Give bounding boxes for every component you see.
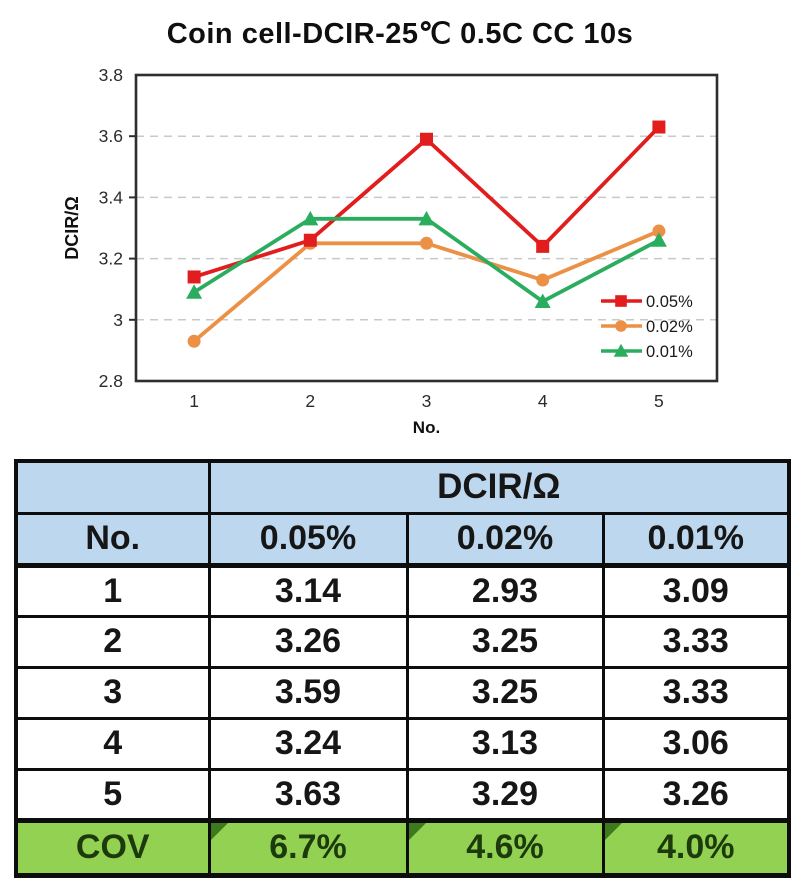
y-tick-label: 3 [113, 310, 123, 330]
data-point-0.02% [420, 236, 433, 250]
y-axis-label: DCIR/Ω [62, 196, 82, 259]
corner-triangle-icon [606, 825, 622, 840]
y-tick-label: 2.8 [99, 371, 123, 391]
row-label-cell: 2 [14, 614, 211, 669]
value-cell: 3.09 [601, 562, 791, 618]
y-tick-label: 3.8 [99, 65, 123, 85]
value-cell: 3.33 [601, 614, 791, 669]
value-cell: 3.25 [405, 665, 605, 720]
table-row: 3 3.59 3.25 3.33 [14, 665, 791, 720]
series-0.02% [187, 224, 666, 348]
table-row: 4 3.24 3.13 3.06 [14, 716, 791, 771]
x-axis-label: No. [413, 418, 440, 437]
column-header-001: 0.01% [601, 511, 791, 567]
x-tick-label: 3 [422, 391, 432, 411]
legend-label: 0.02% [646, 318, 693, 336]
x-tick-label: 5 [654, 391, 664, 411]
dcir-table: DCIR/Ω No. 0.05% 0.02% 0.01% 1 3.14 2.93 3.… [14, 459, 791, 878]
x-tick-label: 4 [538, 391, 548, 411]
cov-value-cell: 4.6% [405, 817, 605, 878]
column-header-no: No. [14, 511, 211, 567]
value-cell: 2.93 [405, 562, 605, 618]
series-0.01% [186, 210, 667, 308]
dcir-line-chart: 2.8 3 3.2 3.4 3.6 3.8 1 2 3 4 5 No. DCIR/Ω 0.05% 0.02%… [62, 65, 719, 437]
chart-title: Coin cell-DCIR-25℃ 0.5C CC 10s [166, 18, 634, 50]
x-tick-label: 2 [305, 391, 315, 411]
value-cell: 3.24 [207, 716, 409, 771]
cov-label-cell: COV [14, 817, 211, 878]
data-point-0.01% [302, 210, 319, 226]
value-cell: 3.26 [207, 614, 409, 669]
table-row: 2 3.26 3.25 3.33 [14, 614, 791, 669]
legend-label: 0.05% [646, 293, 693, 311]
data-point-0.02% [187, 334, 201, 348]
legend-label: 0.01% [646, 343, 693, 361]
data-point-0.02% [652, 224, 666, 238]
series-0.05% [187, 120, 666, 284]
data-point-0.05% [652, 120, 666, 134]
value-cell: 3.13 [405, 716, 605, 771]
value-cell: 3.29 [405, 767, 605, 822]
table-group-header: DCIR/Ω [207, 459, 791, 515]
value-cell: 3.33 [601, 665, 791, 720]
corner-triangle-icon [212, 825, 228, 840]
table-corner-cell [14, 459, 211, 515]
column-header-005: 0.05% [207, 511, 409, 567]
cov-value: 6.7% [269, 828, 347, 866]
table-group-header-row: DCIR/Ω [14, 459, 791, 515]
data-point-0.01% [650, 232, 667, 247]
row-label-cell: 1 [14, 562, 211, 618]
column-header-002: 0.02% [405, 511, 605, 567]
y-tick-label: 3.6 [99, 126, 123, 146]
corner-triangle-icon [410, 825, 426, 840]
data-point-0.05% [536, 239, 550, 253]
value-cell: 3.06 [601, 716, 791, 771]
data-point-0.05% [420, 132, 433, 146]
y-tick-label: 3.4 [99, 187, 124, 207]
value-cell: 3.63 [207, 767, 409, 822]
data-point-0.01% [418, 210, 435, 226]
value-cell: 3.26 [601, 767, 791, 822]
cov-value: 4.0% [657, 828, 735, 866]
data-point-0.01% [186, 284, 203, 299]
table-body: 1 3.14 2.93 3.09 2 3.26 3.25 3.33 3 3.59 3.25 3.33 4… [14, 562, 791, 822]
plot-border [134, 73, 719, 383]
table-row: 5 3.63 3.29 3.26 [14, 767, 791, 822]
value-cell: 3.25 [405, 614, 605, 669]
cov-value-cell: 4.0% [601, 817, 791, 878]
legend-item-0.02%: 0.02% [601, 318, 693, 336]
data-point-0.02% [536, 273, 550, 287]
row-label-cell: 3 [14, 665, 211, 720]
x-tick-label: 1 [189, 391, 199, 411]
legend-item-0.05%: 0.05% [601, 293, 693, 311]
row-label-cell: 4 [14, 716, 211, 771]
data-point-0.05% [187, 270, 201, 284]
cov-value: 4.6% [466, 828, 544, 866]
cov-value-cell: 6.7% [207, 817, 409, 878]
value-cell: 3.59 [207, 665, 409, 720]
data-point-0.01% [534, 293, 551, 308]
row-label-cell: 5 [14, 767, 211, 822]
value-cell: 3.14 [207, 562, 409, 618]
cov-row: COV 6.7% 4.6% 4.0% [14, 817, 791, 878]
data-point-0.05% [303, 233, 317, 247]
table-row: 1 3.14 2.93 3.09 [14, 562, 791, 618]
legend-item-0.01%: 0.01% [601, 343, 693, 361]
table-header-row: No. 0.05% 0.02% 0.01% [14, 511, 791, 567]
y-tick-label: 3.2 [99, 249, 123, 269]
